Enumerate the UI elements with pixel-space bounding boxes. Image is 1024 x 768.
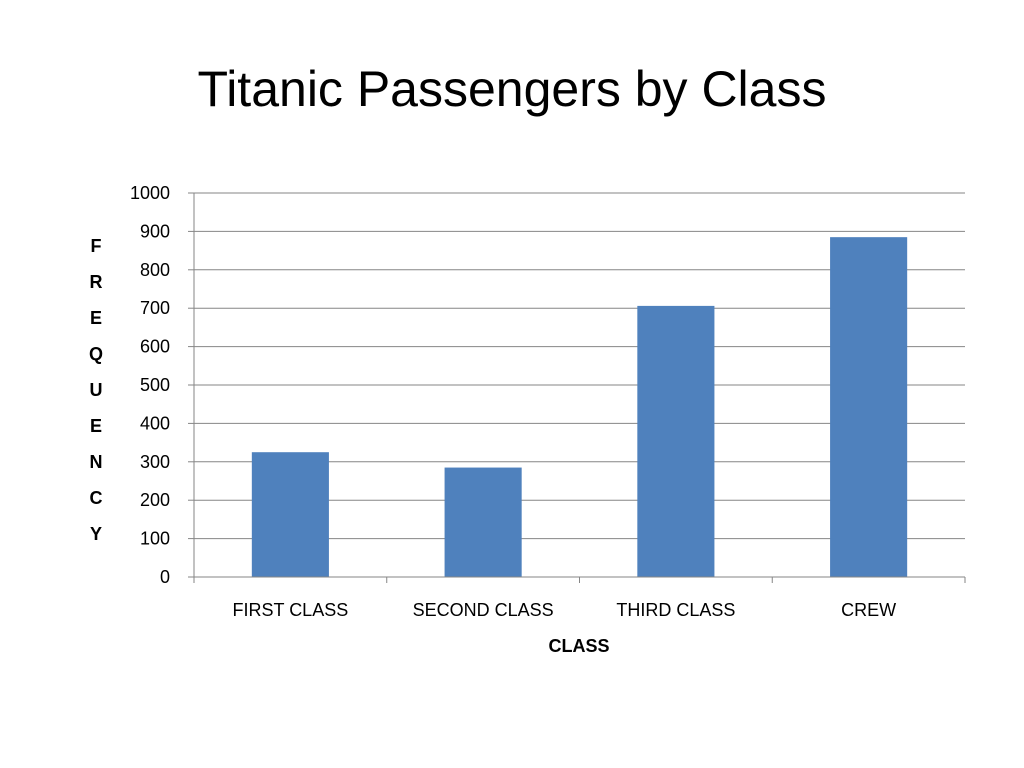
y-tick-label: 700 <box>140 298 170 318</box>
y-axis-label-letter: C <box>89 488 103 508</box>
y-tick-label: 500 <box>140 375 170 395</box>
y-tick-label: 800 <box>140 260 170 280</box>
x-tick-labels: FIRST CLASS SECOND CLASS THIRD CLASS CREW <box>233 600 897 620</box>
y-tick-label: 300 <box>140 452 170 472</box>
y-tick-label: 400 <box>140 413 170 433</box>
bar-third-class <box>637 305 715 577</box>
y-tick-labels: 0 100 200 300 400 500 600 700 800 900 1000 <box>130 183 194 587</box>
bar-crew <box>830 237 908 577</box>
y-axis-label-letter: E <box>89 416 102 436</box>
bar-second-class <box>444 467 522 577</box>
bar-first-class <box>251 452 329 577</box>
y-axis-label-letter: U <box>89 380 103 400</box>
y-axis-label-letter: E <box>89 308 102 328</box>
y-axis-label-letter: N <box>89 452 103 472</box>
y-tick-label: 100 <box>140 529 170 549</box>
x-tick-label: THIRD CLASS <box>616 600 735 620</box>
slide-title: Titanic Passengers by Class <box>197 61 827 117</box>
x-tick-label: FIRST CLASS <box>233 600 349 620</box>
y-axis-label-letter: F <box>90 236 102 256</box>
x-tick-label: CREW <box>841 600 896 620</box>
y-tick-label: 900 <box>140 221 170 241</box>
y-tick-label: 200 <box>140 490 170 510</box>
x-axis-label: CLASS <box>548 636 609 656</box>
y-axis-label-letter: Q <box>88 344 103 364</box>
y-tick-label: 600 <box>140 337 170 357</box>
y-tick-label: 1000 <box>130 183 170 203</box>
x-tick-label: SECOND CLASS <box>413 600 554 620</box>
bars <box>251 237 908 577</box>
y-axis-label-letter: Y <box>89 524 102 544</box>
y-tick-label: 0 <box>160 567 170 587</box>
y-axis-label-letter: R <box>89 272 103 292</box>
